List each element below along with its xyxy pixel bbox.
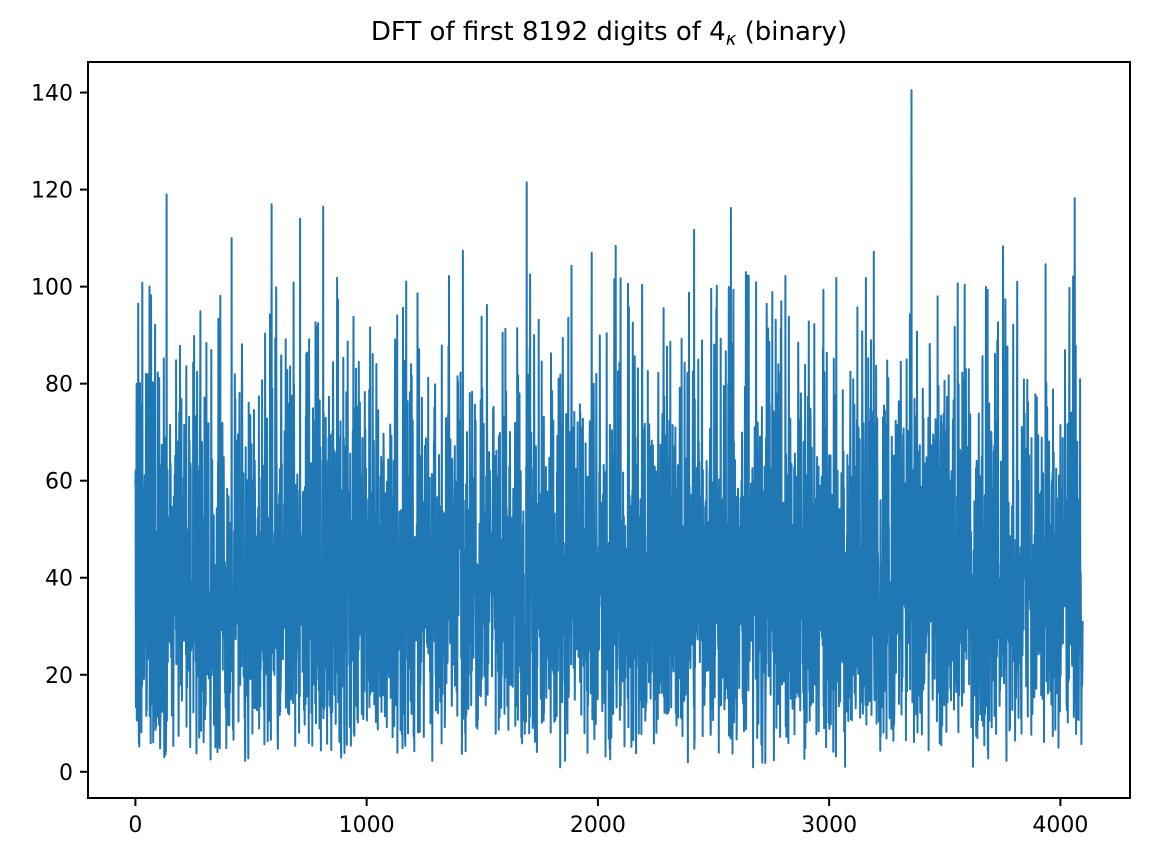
x-tick-label: 4000: [1032, 813, 1088, 838]
y-tick-label: 60: [45, 470, 73, 495]
axes-spines: [87, 61, 1131, 799]
x-tick-label: 3000: [801, 813, 857, 838]
x-tick-label: 1000: [339, 813, 395, 838]
y-tick-label: 40: [45, 567, 73, 592]
y-tick-label: 100: [31, 276, 73, 301]
y-tick-label: 140: [31, 82, 73, 107]
chart-title-suffix: (binary): [736, 17, 848, 47]
y-tick-label: 0: [59, 761, 73, 786]
x-tick-label: 2000: [570, 813, 626, 838]
chart-title: DFT of first 8192 digits of 4κ (binary): [371, 17, 847, 50]
y-tick-label: 20: [45, 664, 73, 689]
chart-title-text: DFT of first 8192 digits of 4: [370, 17, 726, 47]
chart-title-subscript: κ: [725, 29, 737, 50]
y-tick-label: 80: [45, 373, 73, 398]
dft-magnitude-line: [134, 89, 1084, 769]
y-tick-label: 120: [31, 179, 73, 204]
x-tick-label: 0: [128, 813, 142, 838]
